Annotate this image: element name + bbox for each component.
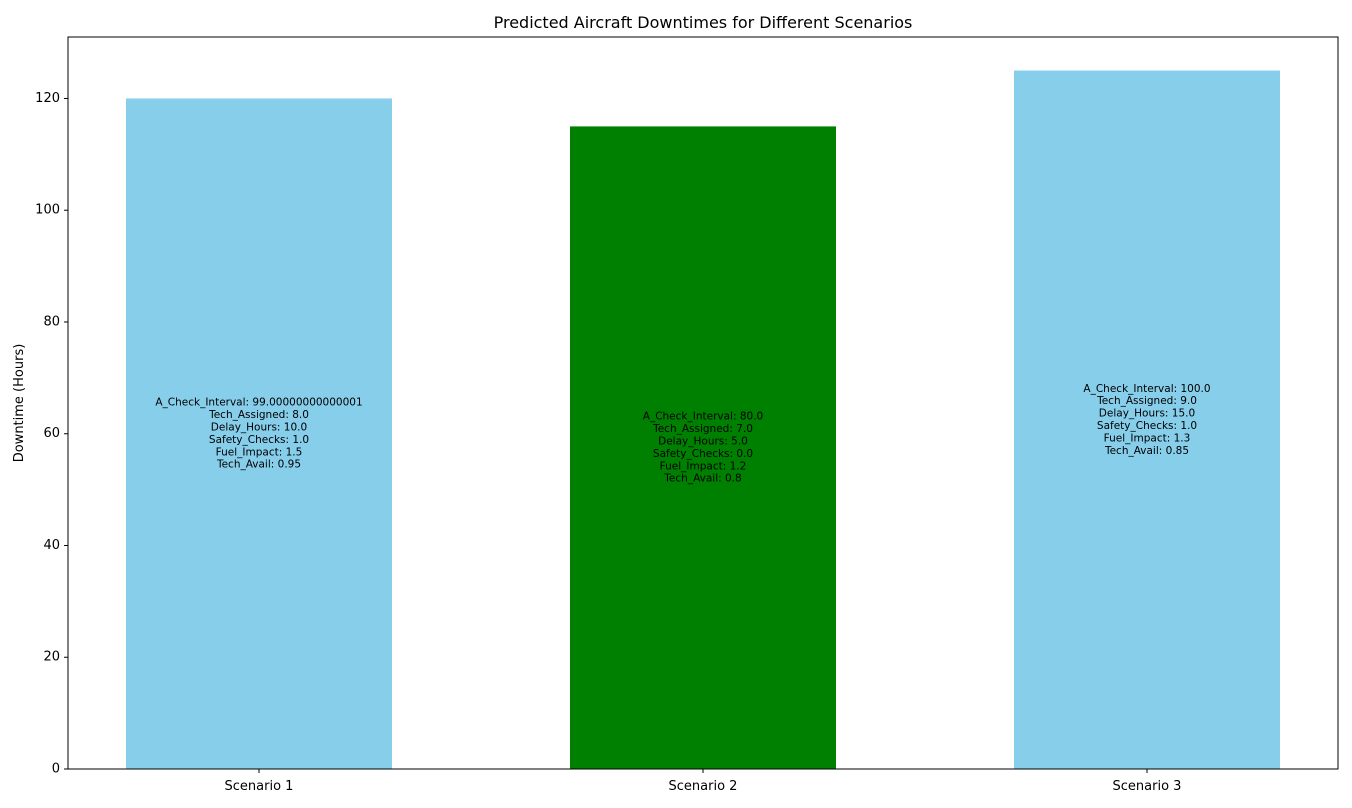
bar-annotation-line: Tech_Avail: 0.8: [663, 473, 741, 485]
bar-annotation-line: Tech_Assigned: 9.0: [1096, 395, 1197, 407]
y-tick-label: 80: [43, 314, 60, 329]
chart-title: Predicted Aircraft Downtimes for Differe…: [494, 13, 913, 32]
bar-2: [570, 126, 836, 769]
bar-annotation-line: A_Check_Interval: 80.0: [643, 411, 763, 423]
y-tick-label: 40: [43, 538, 60, 553]
bar-annotations-layer: A_Check_Interval: 99.00000000000001Tech_…: [155, 383, 1210, 485]
x-tick-label: Scenario 2: [669, 779, 738, 794]
bars-layer: [126, 70, 1280, 770]
y-tick-label: 0: [52, 762, 60, 777]
bar-annotation-line: Safety_Checks: 1.0: [209, 434, 309, 446]
bar-annotation-line: Tech_Assigned: 7.0: [652, 423, 753, 435]
bar-annotation-line: Fuel_Impact: 1.2: [660, 460, 747, 472]
bar-annotation-line: Delay_Hours: 10.0: [211, 422, 307, 434]
bar-annotation-line: A_Check_Interval: 100.0: [1083, 383, 1210, 395]
bar-annotation-line: Tech_Avail: 0.95: [216, 459, 301, 471]
bar-annotation-line: Delay_Hours: 15.0: [1099, 408, 1195, 420]
bar-3: [1014, 70, 1280, 769]
bar-annotation-line: A_Check_Interval: 99.00000000000001: [155, 397, 362, 409]
bar-annotation-line: Safety_Checks: 0.0: [653, 448, 753, 460]
bar-annotation-line: Fuel_Impact: 1.3: [1104, 432, 1191, 444]
bar-annotation-line: Tech_Avail: 0.85: [1104, 445, 1189, 457]
y-tick-label: 60: [43, 426, 60, 441]
bar-annotation-line: Delay_Hours: 5.0: [658, 436, 748, 448]
plot-frame: [67, 36, 1339, 770]
y-tick-label: 120: [35, 91, 60, 106]
y-tick-label: 100: [35, 203, 60, 218]
bar-1: [126, 98, 392, 770]
bar-annotation-line: Tech_Assigned: 8.0: [208, 409, 309, 421]
bar-annotation-line: Fuel_Impact: 1.5: [216, 446, 303, 458]
y-axis-label: Downtime (Hours): [12, 344, 27, 463]
ticks-layer: Scenario 1 Scenario 2 Scenario 3 0 20 40 60 80 1…: [35, 91, 1181, 794]
x-tick-label: Scenario 3: [1113, 779, 1182, 794]
x-tick-label: Scenario 1: [225, 779, 294, 794]
y-tick-label: 20: [43, 650, 60, 665]
bar-annotation-line: Safety_Checks: 1.0: [1097, 420, 1197, 432]
